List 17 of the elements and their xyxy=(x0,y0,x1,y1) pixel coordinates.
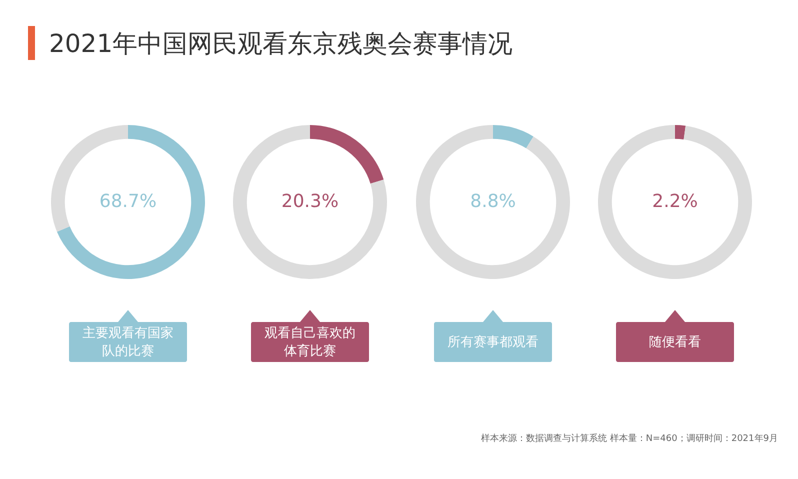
legend-label: 所有赛事都观看 xyxy=(448,334,538,350)
donut-slice xyxy=(675,125,686,140)
donut-slice xyxy=(416,125,570,279)
data-label: 2.2% xyxy=(652,191,698,212)
donut-slice xyxy=(56,125,205,279)
data-label: 8.8% xyxy=(470,191,516,212)
text: 样本来源：数据调查与计算系统 样本量：N=460；调研时间：2021年9月 xyxy=(481,432,778,445)
text: 2021年中国网民观看东京残奥会赛事情况 xyxy=(49,28,513,60)
legend-label: 观看自己喜欢的体育比赛 xyxy=(264,326,356,359)
donut-slice xyxy=(598,125,752,279)
donut-slice xyxy=(310,125,384,184)
data-label: 20.3% xyxy=(281,191,339,212)
donut-slice xyxy=(493,125,534,148)
legend-label: 随便看看 xyxy=(649,335,701,350)
donut-slice xyxy=(233,125,387,279)
data-label: 68.7% xyxy=(99,191,157,212)
legend-label: 主要观看有国家队的比赛 xyxy=(82,325,174,359)
